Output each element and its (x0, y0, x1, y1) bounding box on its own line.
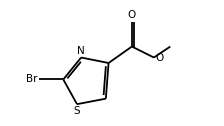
Text: O: O (128, 10, 136, 20)
Text: S: S (74, 106, 80, 116)
Text: O: O (155, 53, 164, 62)
Text: N: N (77, 46, 85, 56)
Text: Br: Br (26, 74, 37, 84)
